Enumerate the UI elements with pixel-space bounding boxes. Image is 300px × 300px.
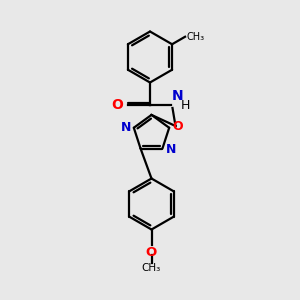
Text: CH₃: CH₃ (142, 263, 161, 273)
Text: O: O (112, 98, 124, 112)
Text: H: H (181, 99, 190, 112)
Text: O: O (146, 246, 157, 259)
Text: N: N (165, 143, 176, 156)
Text: N: N (120, 121, 131, 134)
Text: CH₃: CH₃ (187, 32, 205, 42)
Text: O: O (173, 120, 183, 133)
Text: N: N (172, 88, 183, 103)
